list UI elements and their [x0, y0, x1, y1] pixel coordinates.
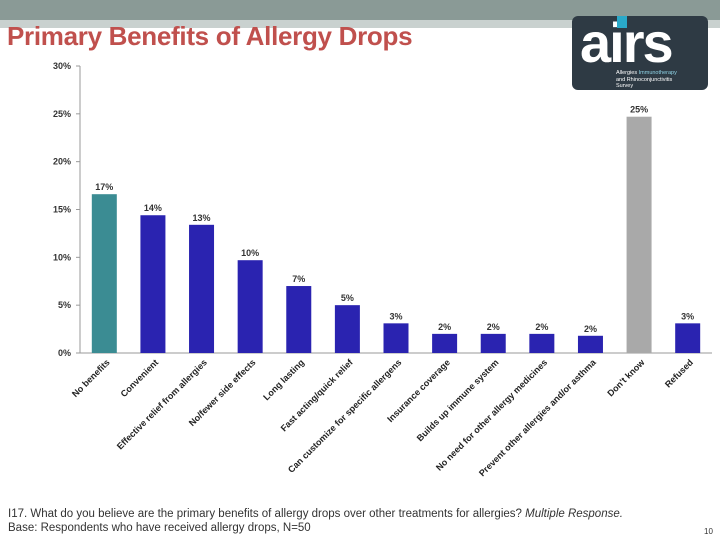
logo-dot	[617, 16, 627, 28]
data-label: 13%	[193, 213, 211, 223]
data-label: 2%	[438, 322, 451, 332]
data-label: 3%	[389, 311, 402, 321]
data-label: 10%	[241, 248, 259, 258]
y-tick-label: 0%	[58, 348, 71, 358]
logo-tagline-2: Immunotherapy	[638, 70, 677, 76]
bar	[675, 323, 701, 353]
logo-tagline-4: Survey	[616, 83, 634, 89]
logo-tagline: Allergies Immunotherapy and Rhinoconjunc…	[616, 70, 706, 90]
bar	[480, 333, 506, 353]
top-band	[0, 0, 720, 28]
logo-tagline-3: and Rhinoconjunctivitis	[616, 76, 673, 83]
y-tick-label: 15%	[53, 205, 71, 215]
bar	[334, 305, 360, 353]
response-type: Multiple Response.	[525, 508, 623, 520]
footer-note: I17. What do you believe are the primary…	[8, 507, 688, 535]
bar	[91, 194, 117, 353]
y-tick-label: 5%	[58, 300, 71, 310]
data-label: 25%	[630, 105, 648, 115]
category-label: Refused	[663, 357, 695, 389]
bar	[577, 335, 603, 353]
data-label: 7%	[292, 274, 305, 284]
question-text: I17. What do you believe are the primary…	[8, 508, 522, 520]
bar	[189, 224, 215, 353]
bar	[140, 215, 166, 353]
category-label: Convenient	[119, 357, 161, 399]
bar	[383, 323, 409, 353]
top-band-dark	[0, 0, 720, 20]
bar-chart: 0% 5% 10% 15% 20% 25% 30% 17% No benefits 14% Conv…	[53, 61, 712, 478]
airs-logo: airs Allergies Immunotherapy and Rhinoco…	[572, 16, 708, 90]
data-label: 2%	[487, 322, 500, 332]
data-label: 2%	[535, 322, 548, 332]
y-tick-label: 10%	[53, 252, 71, 262]
y-tick-label: 30%	[53, 61, 71, 71]
data-label: 3%	[681, 311, 694, 321]
data-label: 5%	[341, 293, 354, 303]
top-band-light	[0, 20, 720, 28]
category-label: Builds up immune system	[415, 357, 501, 443]
category-label: Long lasting	[261, 357, 306, 402]
y-tick-label: 20%	[53, 157, 71, 167]
bar	[529, 333, 555, 353]
page-title: Primary Benefits of Allergy Drops	[7, 21, 413, 51]
bar	[237, 260, 263, 353]
category-label: No benefits	[70, 357, 112, 399]
category-label: Effective relief from allergies	[115, 357, 209, 451]
category-label: Don't know	[605, 357, 647, 399]
page-number: 10	[704, 527, 713, 536]
bar	[286, 286, 312, 353]
logo-tagline-1: Allergies	[616, 70, 638, 76]
data-label: 17%	[95, 182, 113, 192]
base-text: Base: Respondents who have received alle…	[8, 522, 311, 534]
y-tick-label: 25%	[53, 109, 71, 119]
bar	[626, 116, 652, 353]
bar	[432, 333, 458, 353]
data-label: 2%	[584, 324, 597, 334]
data-label: 14%	[144, 203, 162, 213]
